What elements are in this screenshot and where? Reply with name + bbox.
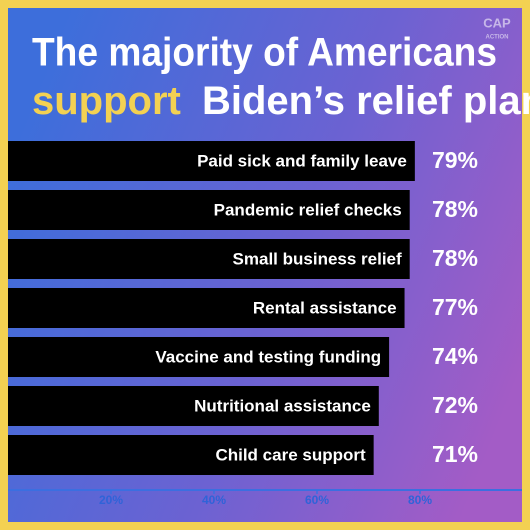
chart-title: The majority of Americans [32, 31, 497, 75]
category-label: Pandemic relief checks [214, 200, 402, 219]
bar [8, 288, 405, 328]
category-label: Rental assistance [253, 298, 397, 317]
bar [8, 435, 374, 475]
value-label: 79% [432, 147, 478, 173]
bar [8, 190, 410, 230]
value-label: 77% [432, 294, 478, 320]
bar [8, 239, 410, 279]
logo: ACTION [486, 35, 509, 41]
x-tick-label: 20% [99, 493, 123, 507]
category-label: Child care support [215, 445, 366, 464]
title-highlight: support [32, 79, 181, 123]
x-tick-label: 60% [305, 493, 329, 507]
bar [8, 141, 415, 181]
x-tick-label: 80% [408, 493, 432, 507]
value-label: 71% [432, 441, 478, 467]
category-label: Nutritional assistance [194, 396, 371, 415]
title-rest: Biden’s relief plan [202, 79, 530, 123]
x-tick-label: 40% [202, 493, 226, 507]
logo: CAP [483, 15, 511, 30]
bar [8, 337, 390, 377]
value-label: 78% [432, 196, 478, 222]
chart-title: support Biden’s relief plan [32, 79, 530, 123]
value-label: 74% [432, 343, 478, 369]
category-label: Vaccine and testing funding [155, 347, 381, 366]
category-label: Paid sick and family leave [197, 151, 407, 170]
value-label: 72% [432, 392, 478, 418]
category-label: Small business relief [233, 249, 402, 268]
bar [8, 386, 379, 426]
value-label: 78% [432, 245, 478, 271]
